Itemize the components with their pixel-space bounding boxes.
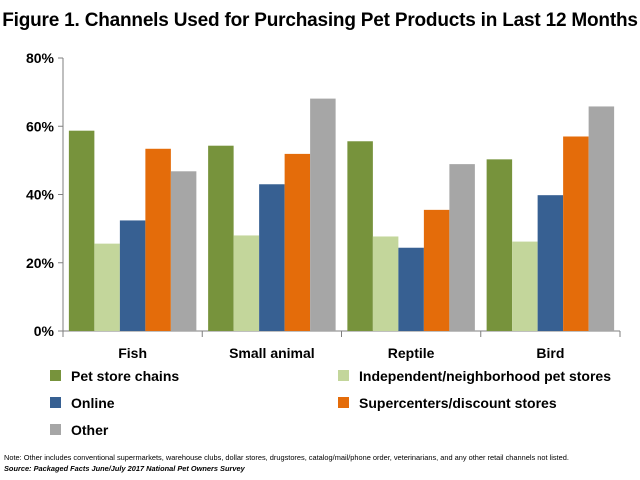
bars	[68, 98, 615, 332]
bar	[563, 136, 589, 331]
legend-label: Independent/neighborhood pet stores	[359, 368, 611, 384]
legend-swatch	[338, 397, 349, 408]
bar	[537, 195, 564, 331]
y-tick-label: 80%	[26, 50, 55, 66]
bar	[512, 241, 538, 331]
source-note: Source: Packaged Facts June/July 2017 Na…	[4, 464, 245, 473]
bar	[372, 236, 399, 331]
bar	[233, 235, 260, 331]
y-tick-labels: 0% 20% 40% 60% 80%	[26, 50, 55, 339]
bar	[94, 243, 120, 331]
y-tick-label: 60%	[26, 118, 55, 134]
bar	[145, 148, 171, 331]
bar	[486, 159, 513, 331]
legend-label: Supercenters/discount stores	[359, 395, 557, 411]
bar	[310, 98, 336, 331]
legend-swatch	[338, 370, 349, 381]
legend-swatch	[50, 370, 61, 381]
x-category-label: Bird	[536, 345, 564, 361]
footnote: Note: Other includes conventional superm…	[4, 453, 569, 462]
legend-label: Pet store chains	[71, 368, 179, 384]
legend-label: Other	[71, 422, 109, 438]
bar	[423, 209, 450, 331]
legend-label: Online	[71, 395, 115, 411]
y-tick-label: 20%	[26, 255, 55, 271]
bar	[259, 184, 285, 331]
x-category-label: Reptile	[388, 345, 435, 361]
y-tick-label: 40%	[26, 187, 55, 203]
x-category-label: Fish	[118, 345, 147, 361]
bar	[170, 171, 197, 331]
bar	[119, 220, 146, 331]
x-category-label: Small animal	[229, 345, 315, 361]
legend-swatch	[50, 397, 61, 408]
legend: Pet store chains Independent/neighborhood…	[50, 368, 611, 438]
bar	[449, 164, 475, 331]
bar	[208, 145, 234, 331]
bar	[398, 247, 424, 331]
x-category-labels: Fish Small animal Reptile Bird	[118, 345, 564, 361]
bar	[347, 141, 373, 331]
bar-chart: 0% 20% 40% 60% 80% Fish Small animal Reptile Bi…	[26, 50, 621, 438]
legend-swatch	[50, 424, 61, 435]
bar	[284, 153, 311, 331]
y-tick-label: 0%	[34, 323, 55, 339]
bar	[588, 106, 615, 332]
bar	[68, 130, 95, 331]
chart-title: Figure 1. Channels Used for Purchasing P…	[2, 10, 638, 31]
